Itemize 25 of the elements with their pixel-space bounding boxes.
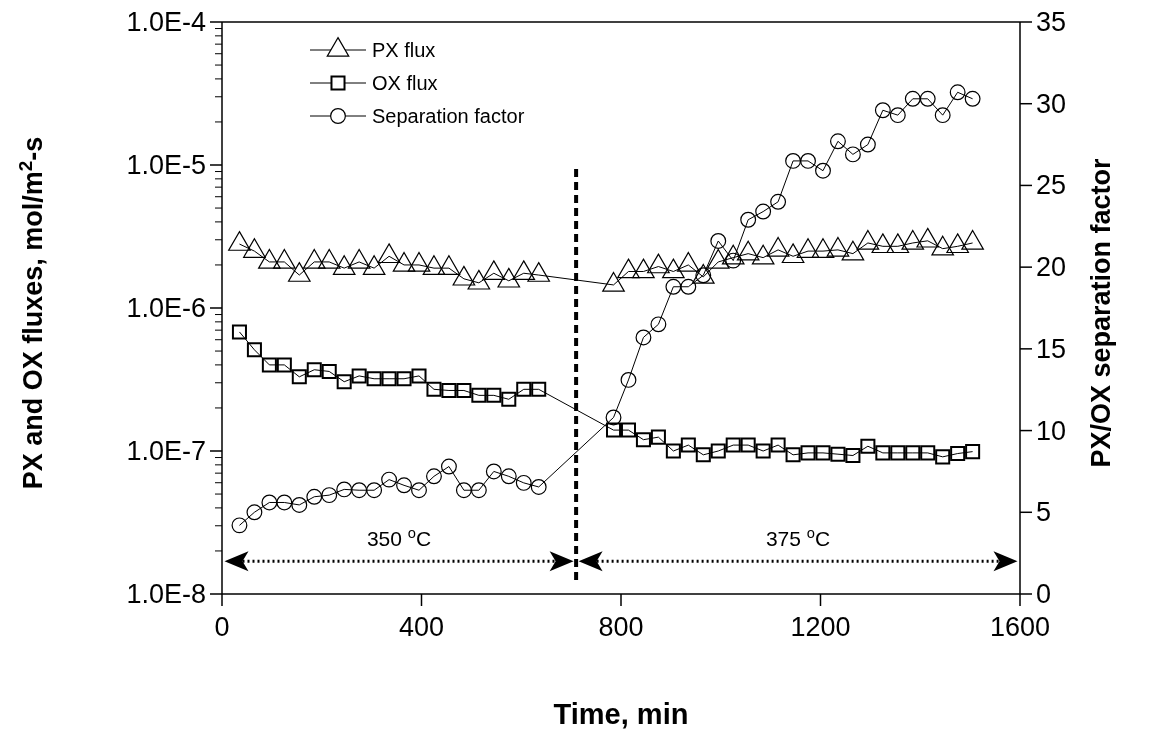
x-tick-label: 0 [214, 612, 230, 642]
legend-label: OX flux [372, 72, 438, 94]
y2-tick-label: 15 [1036, 333, 1067, 364]
y-tick-label: 1.0E-5 [126, 150, 206, 180]
legend-label: PX flux [372, 39, 436, 61]
y-tick-label: 1.0E-6 [126, 293, 206, 323]
x-tick-label: 800 [598, 612, 644, 642]
x-axis-title: Time, min [553, 698, 689, 730]
annotation: 375 $^{o}$C [765, 525, 831, 551]
y-tick-label: 1.0E-8 [126, 579, 206, 609]
y2-tick-label: 10 [1036, 415, 1067, 446]
y-tick-label: 1.0E-7 [126, 436, 206, 466]
y2-tick-label: 25 [1036, 170, 1067, 201]
y2-tick-label: 35 [1036, 7, 1067, 37]
y-tick-label: 1.0E-4 [126, 7, 206, 37]
y2-tick-label: 20 [1036, 252, 1067, 283]
x-tick-label: 400 [398, 612, 445, 642]
y2-tick-label: 5 [1036, 497, 1052, 528]
x-tick-label: 1200 [790, 612, 851, 642]
y2-axis-title: PX/OX separation factor [1086, 157, 1116, 468]
x-tick-label: 1600 [989, 612, 1051, 642]
y2-tick-label: 0 [1036, 579, 1052, 609]
annotation: 350 $^{o}$C [366, 525, 432, 551]
y2-tick-label: 30 [1036, 88, 1067, 119]
legend-label: Separation factor [372, 105, 525, 127]
